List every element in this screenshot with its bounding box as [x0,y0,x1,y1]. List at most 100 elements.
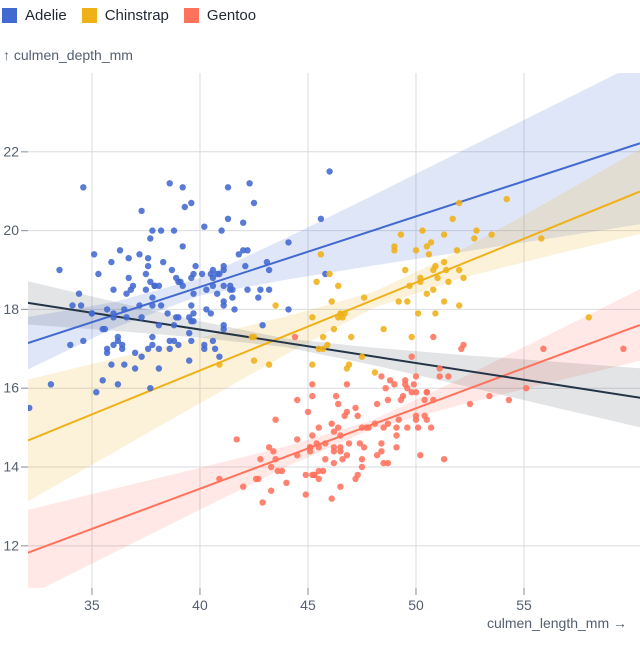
scatter-point [358,424,366,431]
scatter-point [322,440,329,447]
scatter-point [220,302,227,309]
scatter-point [214,290,221,297]
scatter-point [330,428,338,435]
scatter-point [149,302,156,309]
legend-item-gentoo: Gentoo [183,7,256,24]
scatter-point [147,385,154,392]
scatter-point [309,392,316,400]
scatter-point [179,184,186,191]
scatter-point [304,408,312,416]
scatter-point [136,251,143,258]
scatter-point [103,345,111,352]
scatter-point [125,255,132,262]
points-adelie [28,168,333,412]
scatter-point [272,456,279,463]
scatter-point [272,302,279,309]
scatter-point [317,251,325,258]
scatter-point [382,385,389,392]
scatter-point [155,345,163,352]
scatter-point [93,389,100,396]
scatter-point [328,420,335,427]
scatter-point [460,341,467,349]
scatter-point [188,337,195,345]
scatter-point [170,322,178,329]
scatter-point [268,487,275,494]
scatter-point [147,278,154,285]
scatter-point [149,294,156,301]
scatter-point [309,314,316,321]
scatter-point [294,452,301,459]
scatter-point [352,404,359,412]
scatter-point [414,310,422,317]
x-axis-title: culmen_length_mm → [486,615,627,631]
scatter-point [309,471,316,479]
scatter-point [339,456,346,463]
scatter-point [131,349,139,356]
scatter-point [67,341,74,349]
scatter-point [412,373,420,380]
scatter-point [324,341,331,349]
scatter-point [265,361,273,368]
scatter-point [160,258,167,266]
scatter-point [408,389,415,396]
scatter-point [77,302,85,309]
scatter-point [278,467,286,475]
scatter-point [147,235,154,242]
scatter-point [443,266,450,274]
scatter-point [181,203,188,211]
scatter-point [190,318,197,325]
scatter-point [427,239,435,246]
scatter-point [371,420,379,427]
scatter-point [322,456,329,463]
scatter-point [216,353,223,360]
scatter-point [373,400,381,408]
scatter-point [430,333,437,341]
scatter-point [456,302,463,309]
scatter-point [224,184,232,191]
scatter-point [240,219,247,226]
scatter-point [315,424,322,431]
scatter-point [456,266,463,274]
scatter-point [397,231,405,238]
scatter-point [421,396,428,404]
scatter-point [203,286,210,293]
scatter-point [352,475,359,483]
scatter-point [259,322,266,329]
scatter-point [440,456,448,463]
scatter-point [175,314,182,321]
scatter-point [201,341,208,349]
scatter-point [190,270,197,278]
scatter-point [328,298,335,305]
scatter-point [503,195,510,203]
tick-label-x: 35 [84,597,100,613]
scatter-point [423,389,430,396]
scatter-point [399,392,407,400]
scatter-point [220,282,227,289]
scatter-point [371,369,379,376]
scatter-point [157,227,165,234]
scatter-point [358,463,366,471]
scatter-point [412,247,420,254]
scatter-point [80,184,87,191]
scatter-point [335,282,342,289]
scatter-point [144,262,152,270]
scatter-point [157,302,165,309]
scatter-point [360,294,368,301]
scatter-point [119,341,126,349]
scatter-point [121,361,128,368]
scatter-point [456,199,463,207]
confidence-band-chinstrap [28,149,640,502]
scatter-point [391,381,398,388]
scatter-point [380,424,387,431]
scatter-point [404,424,411,431]
scatter-point [186,329,193,337]
scatter-point [131,365,139,372]
scatter-point [330,448,338,455]
scatter-point [28,404,33,412]
scatter-point [244,286,251,293]
scatter-point [432,310,439,317]
scatter-point [144,255,152,262]
scatter-point [345,440,353,447]
scatter-point [138,207,145,215]
scatter-point [412,412,420,419]
